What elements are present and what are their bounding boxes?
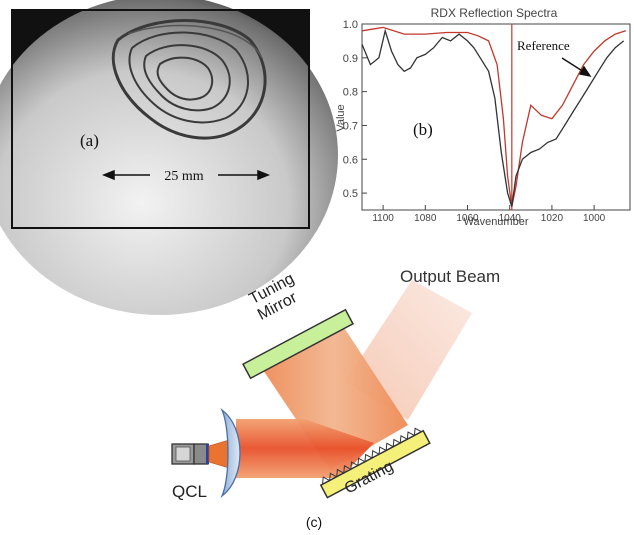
series-line-reference [361,26,626,207]
residue-rings [111,19,267,140]
y-axis: 0.5 0.6 0.7 0.8 0.9 1.0 [343,19,367,200]
y-tick-label: 0.6 [343,154,358,166]
laser-beam [236,419,374,478]
reference-annotation: Reference [517,38,570,53]
panel-b-label: (b) [413,120,433,139]
panel-c-label: (c) [306,514,322,530]
panel-a-label: (a) [80,131,99,150]
series-line-sample [361,28,625,207]
x-axis: 1100 1080 1060 1040 1020 1000 [372,205,606,224]
x-axis-label: Wavenumber [463,216,528,228]
mirror-beam [259,320,408,470]
x-tick-label: 1020 [541,213,564,224]
scale-label: 25 mm [164,169,203,184]
panel-a: (a) 25 mm [0,0,338,315]
x-tick-label: 1100 [372,213,394,224]
y-tick-label: 1.0 [343,19,358,31]
x-tick-label: 1060 [456,213,479,224]
scale-arrow [101,169,271,181]
qcl-device [171,437,237,471]
series-group [361,26,626,207]
lens [220,407,241,499]
x-tick-label: 1080 [414,213,437,224]
y-axis-label: Value [335,104,347,131]
x-tick-label: 1040 [499,213,522,224]
x-tick-label: 1000 [583,213,606,224]
sample-disk [0,0,338,315]
plot-frame [361,23,631,211]
y-tick-label: 0.7 [343,120,358,132]
chart-title: RDX Reflection Spectra [431,6,558,20]
y-tick-label: 0.9 [343,53,358,65]
y-tick-label: 0.8 [343,87,358,99]
qcl-label: QCL [172,482,207,501]
panel-b: RDX Reflection Spectra 0.5 0.6 0.7 0.8 0.9 1.… [335,6,631,228]
grating [319,427,431,499]
tuning-mirror [242,308,354,380]
output-beam-label: Output Beam [400,267,500,286]
panel-c: Output Beam Tuning Mirror Grating [171,267,500,530]
annotation-arrow [561,57,592,78]
y-tick-label: 0.5 [343,188,358,200]
